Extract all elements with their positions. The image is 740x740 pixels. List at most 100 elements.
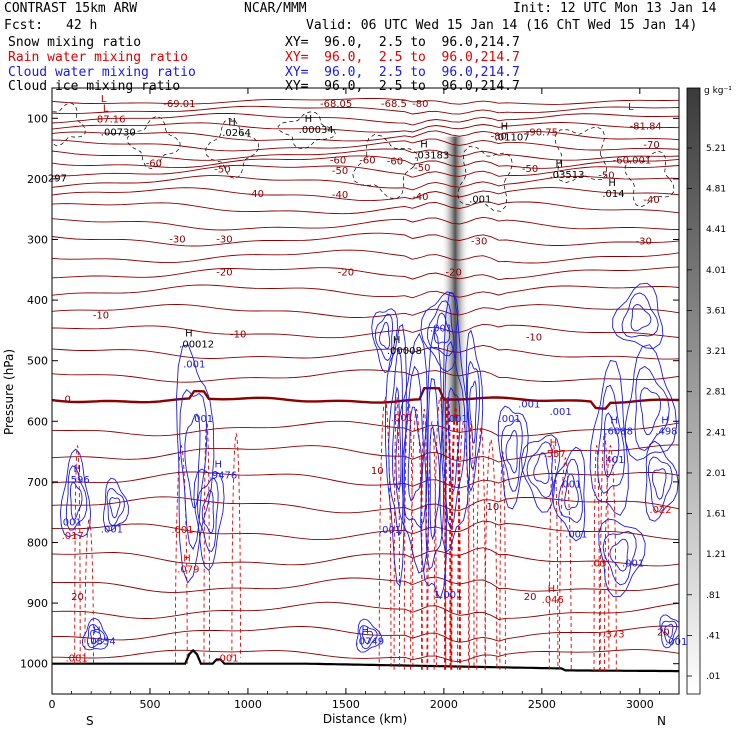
cloud-water-contour: [90, 629, 102, 644]
x-tick-label: 2000: [430, 698, 458, 711]
cloud-water-contour: [106, 488, 125, 527]
cloud-water-contour: [425, 378, 445, 571]
temperature-label: -30: [636, 237, 652, 248]
cloud-water-contour: [59, 448, 92, 538]
temperature-label: 10: [486, 502, 499, 513]
extremum-value: .001: [379, 525, 401, 536]
y-tick-label: 100: [27, 112, 48, 125]
center-label: NCAR/MMM: [244, 1, 307, 16]
temperature-contour: [52, 323, 679, 339]
temperature-label: -68.5: [381, 99, 407, 110]
cloud-water-contour: [379, 321, 391, 349]
rain-contour: [74, 445, 81, 664]
cloud-water-contour: [361, 630, 374, 645]
rain-contour: [433, 396, 447, 670]
rain-contour: [203, 420, 210, 664]
extremum-value: .6088: [604, 426, 633, 437]
temperature-contour: [52, 201, 679, 215]
extremum-marker: H: [610, 415, 618, 426]
extremum-value: .01107: [495, 132, 530, 143]
colorbar-tick-label: 4.81: [706, 185, 726, 195]
colorbar-tick-label: 3.61: [706, 306, 726, 316]
extremum-value: .00730: [101, 128, 136, 139]
cloud-water-contour: [659, 614, 679, 649]
rain-contour: [84, 517, 94, 664]
zero-degree-contour: [52, 386, 679, 410]
cloud-water-contour: [433, 312, 451, 344]
cloud-water-contour: [648, 456, 673, 512]
x-tick-label: 0: [49, 698, 56, 711]
extremum-value: .001: [565, 529, 587, 540]
temperature-contour: [52, 216, 679, 231]
rain-contour: [427, 420, 437, 670]
temperature-label: -60: [359, 156, 375, 167]
cloud-water-contour: [374, 313, 394, 362]
temperature-label: -10: [526, 332, 542, 343]
temperature-contour: [52, 130, 679, 142]
y-tick-label: 1000: [20, 658, 48, 671]
cloud-water-contour: [598, 518, 646, 598]
extremum-value: .03513: [549, 170, 584, 181]
extremum-value: .001: [216, 654, 238, 665]
colorbar-tick-label: .41: [706, 631, 720, 641]
cloud-water-contour: [526, 441, 553, 499]
extremum-value: .00034: [299, 125, 334, 136]
cloud-ice-contour: [457, 146, 513, 212]
temperature-contour: [52, 232, 679, 247]
cloud-water-contour: [558, 458, 583, 524]
rain-contour: [421, 408, 428, 670]
rain-contour: [231, 432, 241, 658]
extremum-value: 1.001: [434, 590, 463, 601]
cloud-water-contour: [469, 380, 477, 444]
extremum-value: .001: [171, 525, 193, 536]
cloud-water-contour: [465, 329, 484, 493]
rain-contour: [548, 445, 559, 670]
temperature-label: -30: [169, 234, 185, 245]
extremum-value: .046: [542, 595, 564, 606]
extremum-value: .017: [62, 531, 84, 542]
extremum-value: .03: [591, 558, 607, 569]
extremum-marker: H: [228, 117, 236, 128]
rain-contour: [378, 396, 392, 670]
extremum-value: .00008: [387, 346, 422, 357]
temperature-contour: [52, 344, 679, 360]
cloud-ice-contour: [205, 118, 260, 180]
extremum-value: .001: [101, 525, 123, 536]
temperature-contour: [52, 105, 679, 115]
extremum-value: .022: [649, 505, 671, 516]
temperature-label: -50: [598, 171, 614, 182]
field-xy-cloud-water: XY= 96.0, 2.5 to 96.0,214.7: [285, 65, 520, 80]
cloud-water-contour: [201, 489, 215, 534]
y-tick-label: 400: [27, 294, 48, 307]
fcst-value: 42 h: [66, 18, 98, 33]
extremum-marker: H: [93, 626, 101, 637]
colorbar-tick-label: 4.41: [706, 225, 726, 235]
y-tick-label: 700: [27, 476, 48, 489]
extremum-value: .079: [177, 565, 199, 576]
temperature-label: -50: [522, 164, 538, 175]
cloud-water-contour: [86, 623, 106, 648]
y-tick-label: 500: [27, 355, 48, 368]
field-xy-cloud-ice: XY= 96.0, 2.5 to 96.0,214.7: [285, 79, 520, 94]
extremum-marker: L: [101, 94, 107, 105]
cloud-water-contour: [401, 365, 427, 529]
colorbar-tick-label: 3.21: [706, 347, 726, 357]
cloud-ice-contour: [52, 102, 86, 147]
cloud-water-contour: [651, 468, 667, 500]
colorbar-unit: g kg⁻¹: [704, 86, 732, 96]
cloud-water-contour: [429, 425, 441, 541]
extremum-value: .00012: [179, 340, 214, 351]
colorbar-tick-label: 5.21: [706, 144, 726, 154]
temperature-label: 0: [64, 394, 70, 405]
cloud-water-contour: [551, 446, 586, 542]
extremum-value: .001: [622, 558, 644, 569]
extremum-value: .0834: [87, 637, 116, 648]
cloud-water-contour: [505, 429, 518, 474]
extremum-value: .0749: [356, 637, 385, 648]
temperature-label: -60: [330, 156, 346, 167]
extremum-value: .001: [446, 414, 468, 425]
cloud-water-contour: [359, 625, 378, 650]
extremum-value: .373: [602, 629, 624, 640]
extremum-value: .401: [602, 455, 624, 466]
x-end-label-north: N: [657, 714, 666, 728]
